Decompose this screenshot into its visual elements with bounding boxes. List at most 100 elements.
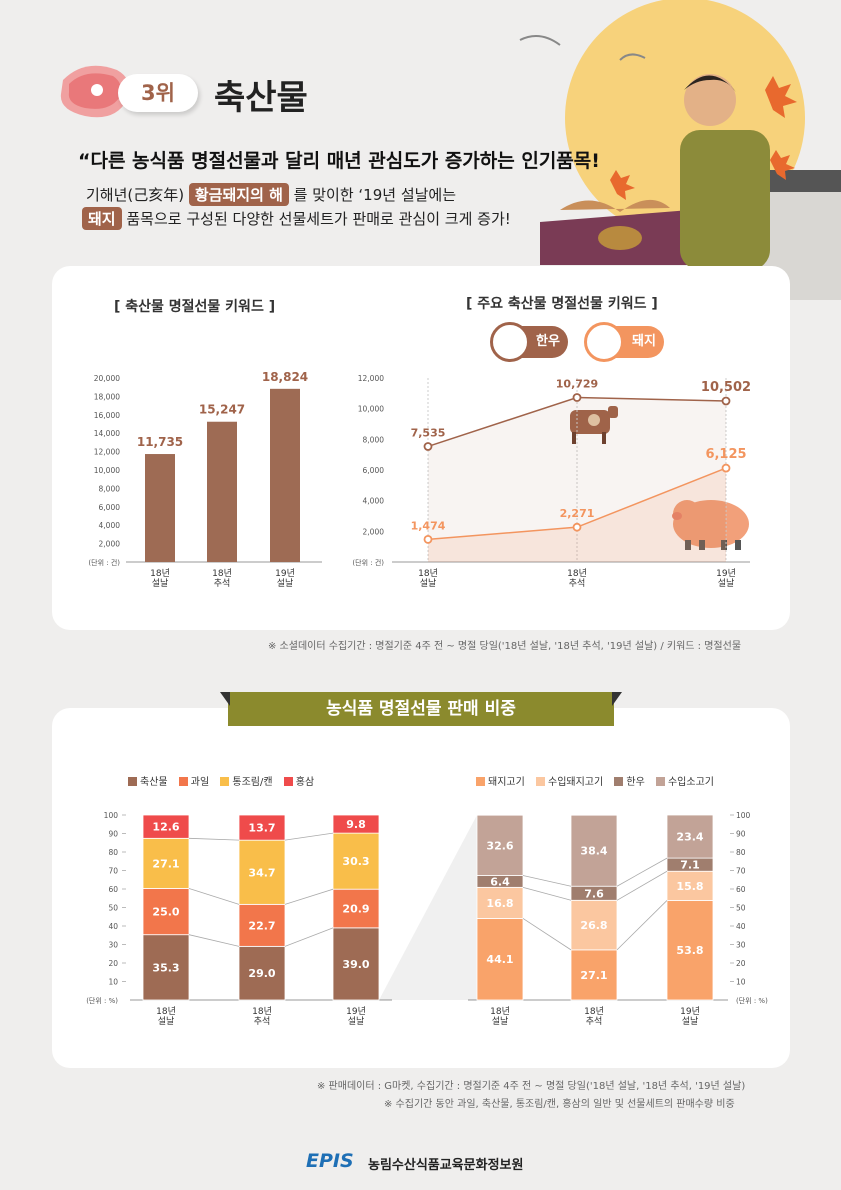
segment-connector [188,837,240,841]
y-tick-label: 18,000 [94,392,120,401]
data-label: 7,535 [411,426,446,439]
stacked-bar-segment [238,814,286,841]
sales-share-chart: 100 100 90 90 80 80 70 70 60 60 50 50 40 40 30 30 20 20 10… [86,811,768,1027]
unit-label-left: (단위 : %) [86,996,118,1005]
data-label: 34.7 [248,866,275,879]
data-label: 38.4 [580,845,607,858]
bar [270,388,300,562]
y-tick-label: 12,000 [94,448,120,457]
epis-logo: EPIS [306,1150,354,1172]
keyword-line-chart: 12,000 10,000 8,000 6,000 4,000 2,000 (단위 : 건)… [352,374,751,589]
stacked-bar-segment [476,918,524,1001]
x-tick-label: 19년 설날 [716,568,736,589]
data-label: 9.8 [346,818,366,831]
left-chart-title: [ 축산물 명절선물 키워드 ] [114,299,276,315]
y-tick-label: 8,000 [99,484,121,493]
y-tick-label-right: 100 [736,811,751,820]
data-label: 25.0 [152,906,179,919]
headline: “다른 농식품 명절선물과 달리 매년 관심도가 증가하는 인기품목! [78,150,600,172]
y-tick-label: 10,000 [94,466,120,475]
legend-swatch [283,777,293,786]
legend-pig-label: 돼지 [632,334,656,349]
pig-illustration [672,500,749,550]
legend-swatch [220,777,230,786]
data-label: 44.1 [486,953,513,966]
connector-shade [379,815,477,1000]
x-tick-label: 18년 추석 [212,568,232,589]
stacked-bar-segment [142,814,190,839]
y-tick-label: 4,000 [363,497,385,506]
segment-connector [522,918,572,951]
y-tick-label-left: 40 [108,922,118,931]
x-tick-label: 18년 추석 [252,1006,272,1027]
y-tick-label-right: 40 [736,922,746,931]
legend-label: 통조림/캔 [232,777,273,788]
y-tick-label-left: 70 [108,867,118,876]
x-tick-label: 18년 설날 [150,568,170,589]
x-tick-label: 18년 설날 [418,568,438,589]
y-tick-label-left: 60 [108,885,118,894]
stacked-bar-segment [332,888,380,929]
person-head [684,74,736,126]
series-area [428,397,726,562]
data-label: 15,247 [199,403,245,417]
keyword-source-note: ※ 소셜데이터 수집기간 : 명절기준 4주 전 ~ 명절 당일('18년 설날… [268,641,742,652]
x-tick-label: 18년 추석 [567,568,587,589]
stacked-bar-segment [142,934,190,1001]
stacked-bar-segment [238,839,286,905]
stacked-bar-segment [476,886,524,919]
data-label: 32.6 [486,839,513,852]
data-label: 10,502 [701,380,751,395]
y-tick-label: 2,000 [363,527,385,536]
y-tick-label-right: 80 [736,848,746,857]
stacked-bar-segment [332,927,380,1001]
y-tick-label: 10,000 [358,405,384,414]
x-tick-label: 18년 추석 [584,1006,604,1027]
y-tick-label-right: 20 [736,959,746,968]
y-tick-label-right: 10 [736,978,746,987]
stacked-bar-segment [142,837,190,889]
keyword-bar-chart: 20,000 18,000 16,000 14,000 12,000 10,000 8,00… [88,370,322,589]
data-label: 53.8 [676,944,703,957]
stacked-bar-segment [238,945,286,1001]
y-tick-label: 8,000 [363,435,385,444]
legend-swatch [476,777,485,786]
y-tick-label-left: 80 [108,848,118,857]
data-label: 18,824 [262,370,308,384]
legend-swatch [178,777,188,786]
data-point [721,463,731,473]
data-point [423,534,433,544]
segment-connector [616,857,668,887]
y-tick-label: 6,000 [99,503,121,512]
data-label: 22.7 [248,919,275,932]
y-tick-label-left: 90 [108,830,118,839]
stacked-bar-segment [332,814,380,834]
data-label: 27.1 [580,969,607,982]
sub-line-2: 돼지 품목으로 구성된 다양한 선물세트가 판매로 관심이 크게 증가! [82,207,511,230]
sub-text: 를 맞이한 ‘19년 설날에는 [288,186,457,204]
segment-connector [188,888,240,905]
unit-label-right: (단위 : %) [736,996,768,1005]
right-chart-title: [ 주요 축산물 명절선물 키워드 ] [466,296,658,312]
data-label: 11,735 [137,435,183,449]
data-label: 30.3 [342,855,369,868]
sub-text: 기해년(己亥年) [86,186,189,204]
banner-ribbon-right [612,692,622,706]
bar [145,454,175,562]
legend-label: 축산물 [140,777,168,788]
data-label: 26.8 [580,919,607,932]
segment-connector [284,888,334,905]
data-label: 6.4 [490,875,510,888]
legend-hanwoo: 한우 [490,322,568,362]
unit-label: (단위 : 건) [352,558,384,567]
y-tick-label-right: 30 [736,941,746,950]
data-label: 35.3 [152,961,179,974]
stacked-bar-segment [570,899,618,951]
stacked-bar-segment [570,949,618,1001]
legend-swatch [128,777,137,786]
y-tick-label-right: 90 [736,830,746,839]
y-tick-label: 16,000 [94,411,120,420]
x-tick-label: 19년 설날 [346,1006,366,1027]
y-tick-label-right: 60 [736,885,746,894]
legend-label: 한우 [626,777,645,788]
